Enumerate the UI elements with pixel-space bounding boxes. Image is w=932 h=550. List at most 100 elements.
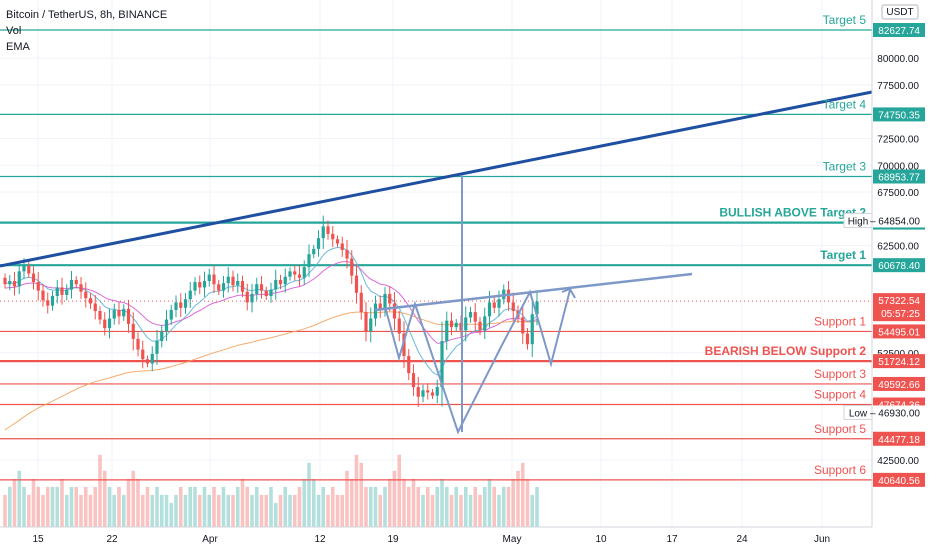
candle-body xyxy=(269,289,273,297)
volume-bar xyxy=(473,486,478,527)
level-label: Target 3 xyxy=(823,160,867,174)
volume-bar xyxy=(207,494,212,527)
candle-body xyxy=(283,276,287,285)
volume-bar xyxy=(454,486,459,527)
y-tick-label: 67500.00 xyxy=(877,188,919,199)
level-price-tag-text: 51724.12 xyxy=(878,357,920,368)
candle-body xyxy=(435,387,439,396)
volume-bar xyxy=(444,486,449,527)
volume-bar xyxy=(150,494,155,527)
axis-unit-box xyxy=(881,4,919,20)
candle-body xyxy=(430,392,435,396)
y-tick-label: 62500.00 xyxy=(877,242,919,253)
candle-body xyxy=(155,341,159,354)
volume-bar xyxy=(131,470,136,527)
volume-bar xyxy=(183,494,188,527)
volume-bar xyxy=(3,494,7,527)
candle-body xyxy=(46,300,50,306)
candle-body xyxy=(388,293,392,304)
level-price-tag-text: 60678.40 xyxy=(878,261,920,272)
level-price-tag-text: 82627.74 xyxy=(878,26,920,37)
candle-body xyxy=(226,276,230,284)
candle-body xyxy=(331,233,335,240)
time-axis[interactable]: 15 22 Apr 12 19 May 10 17 24 Jun xyxy=(0,526,872,545)
volume-bar xyxy=(102,470,107,527)
low-label xyxy=(843,404,873,420)
volume-bar xyxy=(7,486,12,527)
drawings xyxy=(0,90,873,435)
neckline[interactable] xyxy=(374,272,693,312)
candle-body xyxy=(440,341,444,388)
volume-bar xyxy=(98,454,102,527)
candle-body xyxy=(79,284,83,292)
volume-bar xyxy=(487,478,492,527)
volume-bar xyxy=(169,502,174,527)
volume-bar xyxy=(292,494,297,527)
volume-bar xyxy=(121,494,126,527)
price-levels xyxy=(0,29,872,481)
volume-bar xyxy=(212,486,216,527)
price-axis[interactable]: USDT 80000.00 77500.00 72500.00 70000.00 675… xyxy=(843,0,932,550)
candle-body xyxy=(411,373,416,388)
volume-bar xyxy=(250,494,254,527)
volume-bar xyxy=(368,486,373,527)
volume-bar xyxy=(79,494,83,527)
x-tick-label: Apr xyxy=(202,534,218,545)
level-label: Support 3 xyxy=(814,367,866,381)
volume-bar xyxy=(64,494,69,527)
volume-bar xyxy=(354,454,359,527)
volume-bar xyxy=(159,494,164,527)
candle-body xyxy=(212,274,216,285)
volume-bar xyxy=(359,462,364,527)
candle-body xyxy=(22,266,26,272)
volume-bar xyxy=(311,478,316,527)
volume-bar xyxy=(378,494,383,527)
candle-body xyxy=(392,303,397,319)
volume-bar xyxy=(326,494,330,527)
level-label: BEARISH BELOW Support 2 xyxy=(705,344,867,358)
ema-indicator-label[interactable]: EMA xyxy=(6,41,30,53)
volume-bar xyxy=(126,478,131,527)
volume-bar xyxy=(31,478,36,527)
volume-bar xyxy=(188,486,193,527)
volume-bar xyxy=(193,486,197,527)
candle-body xyxy=(288,271,292,277)
volume-bar xyxy=(26,494,31,527)
volume-bar xyxy=(55,486,60,527)
volume-bar xyxy=(164,494,169,527)
grid xyxy=(0,0,872,527)
candle-body xyxy=(421,390,425,397)
arrow-head xyxy=(561,287,576,299)
volume-bar xyxy=(60,478,64,527)
candle-body xyxy=(240,281,245,292)
volume-indicator-label[interactable]: Vol xyxy=(6,25,22,37)
volume-bar xyxy=(36,486,41,527)
volume-bar xyxy=(373,486,378,527)
volume-bar xyxy=(387,478,392,527)
candle-body xyxy=(55,287,59,297)
x-tick-label: 15 xyxy=(32,534,44,545)
candle-body xyxy=(179,302,183,308)
candle-body xyxy=(483,316,487,331)
candle-body xyxy=(84,291,88,299)
volume-bar xyxy=(330,486,335,527)
pattern-path[interactable] xyxy=(385,289,571,435)
volume-bar xyxy=(288,494,292,527)
volume-bar xyxy=(259,494,264,527)
volume-bar xyxy=(216,494,221,527)
volume-bar xyxy=(178,486,183,527)
volume-bar xyxy=(516,470,520,527)
rising-trend-line[interactable] xyxy=(0,90,873,268)
x-tick-label: 24 xyxy=(736,534,748,545)
candle-body xyxy=(340,243,344,250)
chart-title: Bitcoin / TetherUS, 8h, BINANCE xyxy=(6,9,168,21)
volume-bar xyxy=(45,486,50,527)
volume-bar xyxy=(430,494,435,527)
volume-bar xyxy=(202,486,207,527)
candle-body xyxy=(354,275,359,293)
volume-bar xyxy=(440,478,444,527)
volume-bar xyxy=(497,494,501,527)
x-tick-label: 10 xyxy=(595,534,607,545)
candle-body xyxy=(69,279,74,290)
